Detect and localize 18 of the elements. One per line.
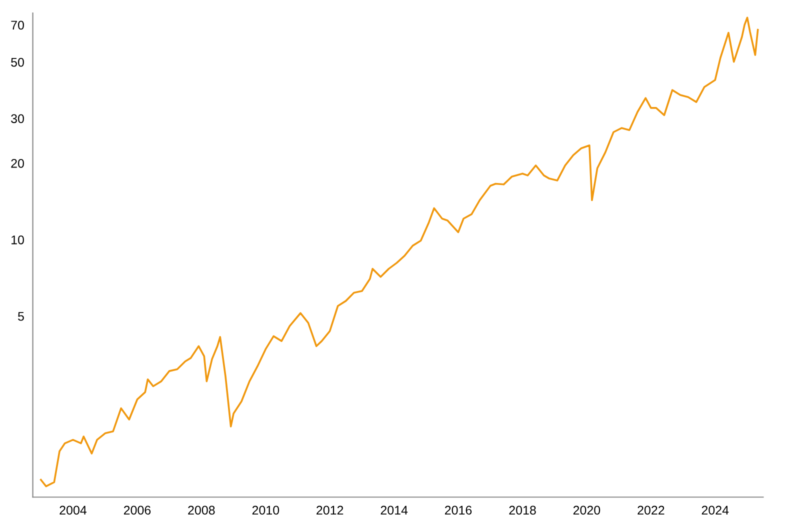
- x-tick-label: 2016: [444, 506, 472, 515]
- x-tick-label: 2020: [573, 506, 600, 515]
- y-tick-label: 70: [11, 20, 24, 30]
- line-series: [40, 16, 759, 488]
- x-tick-label: 2010: [252, 506, 280, 515]
- y-tick-label: 5: [18, 312, 24, 321]
- x-tick-label: 2022: [638, 506, 664, 515]
- x-tick-label: 2008: [188, 506, 215, 515]
- y-tick-label: 20: [11, 158, 24, 168]
- y-tick-label: 10: [12, 235, 24, 244]
- x-tick-label: 2012: [316, 506, 344, 515]
- x-tick-label: 2014: [380, 506, 408, 515]
- x-tick-label: 2004: [60, 506, 87, 515]
- x-tick-label: 2024: [702, 506, 729, 515]
- y-tick-label: 50: [11, 58, 24, 67]
- x-tick-label: 2006: [124, 506, 151, 515]
- x-tick-label: 2018: [509, 506, 536, 515]
- y-tick-label: 30: [11, 114, 24, 124]
